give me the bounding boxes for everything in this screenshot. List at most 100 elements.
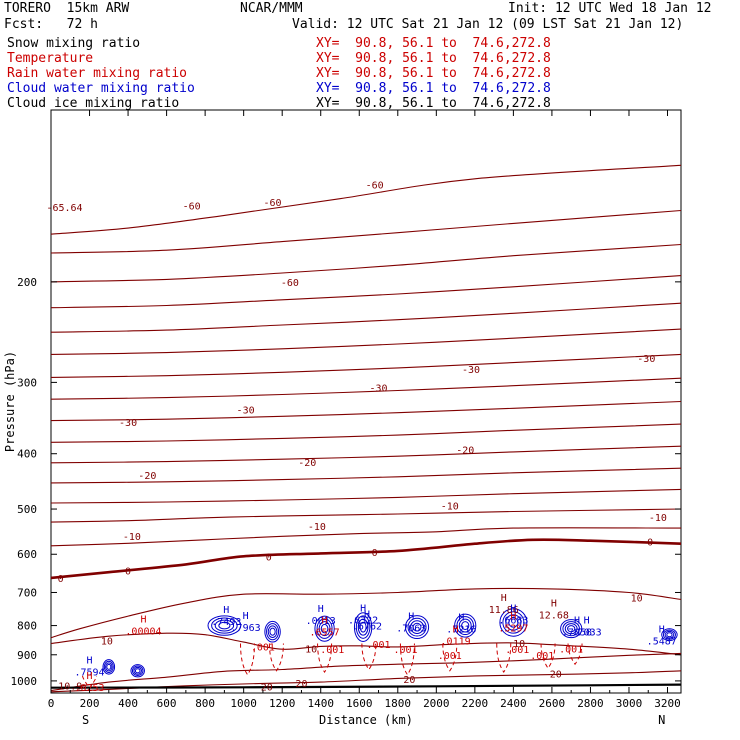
high-value-14: .5297 [498, 623, 528, 634]
contour-label-27: 20 [403, 675, 415, 686]
x-tick-label-5: 1000 [230, 697, 257, 710]
cloud-cell-7-ring-3 [461, 621, 470, 630]
cloud-cell-4-ring-1 [316, 618, 333, 639]
cloud-cell-4-ring-3 [320, 623, 329, 634]
temperature-contour-18 [50, 652, 682, 692]
high-marker-0: H [87, 656, 93, 667]
y-tick-label-8: 1000 [11, 675, 38, 688]
x-tick-label-12: 2400 [500, 697, 527, 710]
cloud-cell-3-ring-3 [269, 627, 276, 636]
cloud-cell-6-ring-3 [412, 622, 422, 632]
x-tick-label-3: 600 [157, 697, 177, 710]
high-marker-16: H [584, 616, 590, 627]
cloud-cell-1-ring-2 [133, 666, 142, 675]
contour-label-19: 0 [125, 566, 131, 577]
contour-label-6: -30 [237, 406, 255, 417]
contour-label-37: .001 [530, 651, 554, 662]
high-value-18: .5487 [647, 637, 677, 648]
end-label-left: S [82, 713, 89, 727]
x-tick-label-7: 1400 [307, 697, 334, 710]
high-marker-4: H [140, 614, 146, 625]
high-marker-5: H [318, 604, 324, 615]
contour-label-1: -60 [264, 198, 282, 209]
cloud-cell-9-ring-0 [560, 619, 583, 639]
x-tick-label-8: 1600 [346, 697, 373, 710]
temperature-contour-15 [50, 538, 682, 580]
contour-label-4: -65.64 [46, 203, 82, 214]
x-axis-title: Distance (km) [319, 713, 413, 727]
cloud-cell-8-ring-2 [505, 614, 522, 631]
contour-label-21: 0 [647, 538, 653, 549]
contour-label-11: -20 [298, 458, 316, 469]
cloud-cell-4-ring-0 [314, 615, 335, 642]
forecast-hour: Fcst: 72 h [4, 17, 98, 32]
temperature-contour-13 [50, 508, 682, 523]
contour-label-24: 10 [513, 639, 525, 650]
contour-label-10: -20 [456, 445, 474, 456]
cloud-cell-10-ring-1 [662, 629, 676, 640]
model-title: TORERO 15km ARW [4, 1, 130, 16]
cloud-cell-7-ring-1 [456, 616, 474, 636]
contour-label-35: .001 [438, 651, 462, 662]
high-marker-10: H [458, 613, 464, 624]
cloud-cell-10-ring-3 [666, 632, 673, 638]
high-value-0: .7594 [74, 668, 104, 679]
contour-label-31: .001 [251, 642, 275, 653]
rain-shaft-4 [361, 643, 377, 671]
field-name-rain: Rain water mixing ratio [7, 66, 188, 81]
high-value-15: 12.68 [539, 610, 569, 621]
high-value-10: .7216 [446, 625, 476, 636]
contour-label-29: 20 [261, 682, 273, 693]
contour-label-7: -30 [119, 418, 137, 429]
field-name-cloud-ice: Cloud ice mixing ratio [7, 96, 180, 111]
x-tick-label-10: 2000 [423, 697, 450, 710]
high-marker-7: H [360, 603, 366, 614]
temperature-contour-11 [50, 467, 682, 484]
temperature-contour-12 [50, 488, 682, 504]
field-name-snow: Snow mixing ratio [7, 36, 141, 51]
temperature-contour-14 [50, 527, 682, 547]
cloud-cell-0-ring-2 [105, 662, 113, 672]
temperature-contour-5 [50, 328, 682, 355]
cloud-cell-6-ring-2 [410, 620, 425, 635]
temperature-contour-8 [50, 400, 682, 422]
y-tick-label-4: 600 [17, 548, 37, 561]
contour-label-23: 10 [305, 645, 317, 656]
high-marker-8: H [364, 610, 370, 621]
cloud-cell-8-ring-0 [499, 608, 528, 637]
contour-label-16: -10 [649, 513, 667, 524]
cloud-cell-8-ring-1 [502, 611, 525, 634]
cloud-cell-4-ring-2 [318, 621, 331, 637]
x-tick-label-11: 2200 [462, 697, 489, 710]
temperature-contour-3 [50, 275, 682, 309]
temperature-contour-19 [50, 670, 682, 693]
field-xy-cloud-ice: XY= 90.8, 56.1 to 74.6,272.8 [316, 96, 551, 111]
x-tick-label-2: 400 [118, 697, 138, 710]
high-value-3: .7963 [231, 623, 261, 634]
field-xy-cloud-water: XY= 90.8, 56.1 to 74.6,272.8 [316, 81, 551, 96]
temperature-contour-9 [50, 423, 682, 443]
cloud-cell-3-ring-0 [264, 620, 281, 643]
rain-shaft-2 [268, 643, 284, 672]
cloud-cell-1-ring-3 [134, 668, 141, 674]
cloud-cell-3-ring-2 [267, 625, 278, 639]
high-value-6: .6557 [310, 628, 340, 639]
high-value-9: .7063 [396, 623, 426, 634]
contour-label-32: .001 [320, 645, 344, 656]
contour-label-12: -20 [138, 471, 156, 482]
rain-shaft-3 [317, 643, 333, 673]
init-time: Init: 12 UTC Wed 18 Jan 12 [508, 1, 712, 16]
y-tick-label-5: 700 [17, 586, 37, 599]
x-tick-label-16: 3200 [654, 697, 681, 710]
cloud-cell-10-ring-0 [661, 628, 678, 642]
x-tick-label-0: 0 [48, 697, 55, 710]
high-value-11: .0119 [441, 637, 471, 648]
rain-shaft-7 [496, 643, 512, 673]
contour-label-5: -30 [369, 383, 387, 394]
high-marker-17: H [574, 616, 580, 627]
contour-label-22: 10 [631, 594, 643, 605]
field-xy-snow: XY= 90.8, 56.1 to 74.6,272.8 [316, 36, 551, 51]
high-marker-2: H [223, 605, 229, 616]
field-xy-rain: XY= 90.8, 56.1 to 74.6,272.8 [316, 66, 551, 81]
